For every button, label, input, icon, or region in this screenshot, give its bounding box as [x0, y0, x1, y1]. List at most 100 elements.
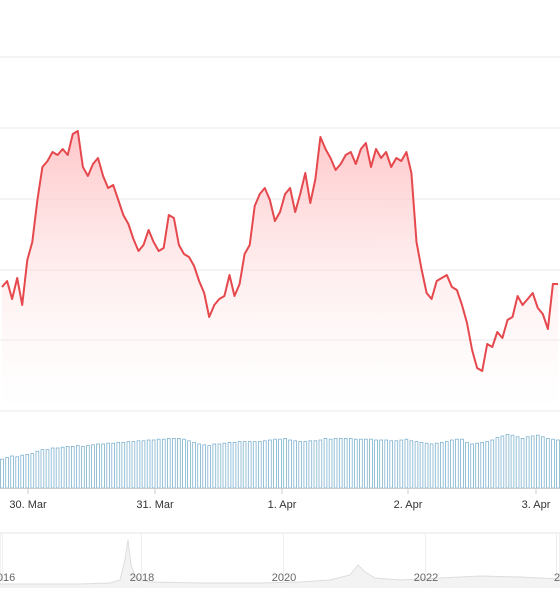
volume-bar: [353, 438, 358, 489]
volume-bar: [25, 453, 30, 489]
volume-bar: [161, 438, 166, 489]
volume-bar: [45, 449, 50, 489]
volume-bar: [404, 438, 409, 489]
volume-bar: [227, 441, 232, 489]
navigator-tick-label: 2020: [272, 572, 296, 584]
volume-bar: [146, 439, 151, 489]
navigator-series-area: [0, 540, 560, 586]
volume-bar: [35, 450, 40, 489]
volume-bar: [379, 439, 383, 489]
x-tick-label: 31. Mar: [136, 499, 174, 511]
volume-bar: [520, 437, 525, 489]
volume-bar: [308, 440, 313, 489]
volume-bar: [101, 443, 105, 489]
volume-bar: [313, 440, 318, 489]
volume-bar: [369, 438, 373, 489]
volume-bar: [126, 441, 131, 489]
volume-bar: [541, 436, 545, 489]
price-area: [2, 131, 558, 410]
volume-bar: [444, 441, 449, 489]
volume-bar: [81, 445, 85, 489]
volume-bar: [10, 455, 14, 489]
volume-bar: [131, 441, 136, 489]
volume-bar: [50, 447, 55, 489]
volume-bar: [136, 440, 141, 489]
volume-bar: [303, 441, 308, 489]
volume-bar: [15, 456, 20, 489]
volume-bar: [328, 438, 333, 489]
volume-bar: [197, 443, 201, 489]
volume-bar: [0, 458, 4, 489]
volume-bar: [96, 443, 100, 489]
volume-bar: [116, 441, 121, 489]
volume-bar: [268, 439, 272, 489]
volume-bar: [470, 443, 474, 489]
volume-bar: [187, 440, 191, 489]
volume-bar: [546, 437, 550, 489]
price-area-texture: [2, 131, 558, 410]
navigator-tick-label: 2018: [130, 572, 154, 584]
price-line-layer: [1, 130, 558, 372]
volume-bar: [424, 442, 429, 489]
volume-bar: [182, 438, 186, 489]
volume-bar: [86, 445, 90, 489]
volume-bar: [40, 449, 45, 489]
volume-bar: [257, 441, 262, 489]
volume-bar: [273, 438, 277, 489]
volume-bar: [30, 453, 35, 489]
volume-bar: [525, 436, 530, 489]
volume-bar: [490, 439, 495, 489]
volume-bar: [318, 439, 323, 489]
volume-bar: [500, 435, 505, 489]
price-line[interactable]: [1, 130, 558, 372]
x-axis: 30. Mar 31. Mar 1. Apr 2. Apr 3. Apr: [9, 489, 551, 511]
volume-bar: [348, 437, 353, 489]
navigator-tick-label: 2016: [0, 572, 15, 584]
volume-bar: [414, 441, 419, 489]
volume-bar: [232, 441, 237, 489]
volume-bar: [389, 440, 393, 489]
volume-bar: [60, 446, 65, 489]
volume-bar: [475, 442, 479, 489]
volume-bar: [460, 438, 464, 489]
volume-bar: [242, 441, 247, 489]
volume-bar: [283, 437, 287, 489]
volume-bar: [465, 441, 469, 489]
volume-bar: [515, 436, 520, 489]
volume-bar: [536, 434, 540, 489]
volume-bar: [156, 438, 161, 489]
navigator[interactable]: 2016 2018 2020 2022 2: [0, 532, 560, 588]
volume-bar: [333, 437, 338, 489]
volume-bar: [247, 441, 252, 489]
volume-bar: [76, 445, 80, 489]
volume-bar: [65, 445, 70, 489]
volume-bar: [394, 440, 399, 489]
volume-bar: [530, 435, 535, 489]
volume-bar: [252, 441, 257, 489]
volume-bar: [485, 441, 489, 489]
volume-bar: [166, 437, 171, 489]
volume-bar: [55, 447, 60, 489]
volume-bar: [237, 441, 242, 489]
volume-bar: [359, 438, 363, 489]
volume-bar: [202, 444, 207, 489]
volume-bar: [172, 437, 176, 489]
volume-bar: [374, 439, 378, 489]
volume-bar: [338, 437, 343, 489]
volume-bar: [111, 442, 116, 489]
volume-bar: [364, 438, 368, 489]
volume-bar: [434, 442, 439, 489]
volume-bar: [439, 441, 444, 489]
volume-bar: [556, 439, 560, 489]
volume-bar: [207, 445, 212, 489]
volume-bar: [429, 443, 434, 489]
volume-bars: [0, 433, 560, 489]
x-tick-label: 2. Apr: [394, 499, 423, 511]
x-tick-label: 3. Apr: [522, 499, 551, 511]
x-tick-label: 1. Apr: [268, 499, 297, 511]
navigator-tick-label: 2022: [414, 572, 438, 584]
volume-bar: [20, 454, 24, 489]
volume-bar: [419, 441, 424, 489]
volume-bar: [288, 439, 292, 489]
